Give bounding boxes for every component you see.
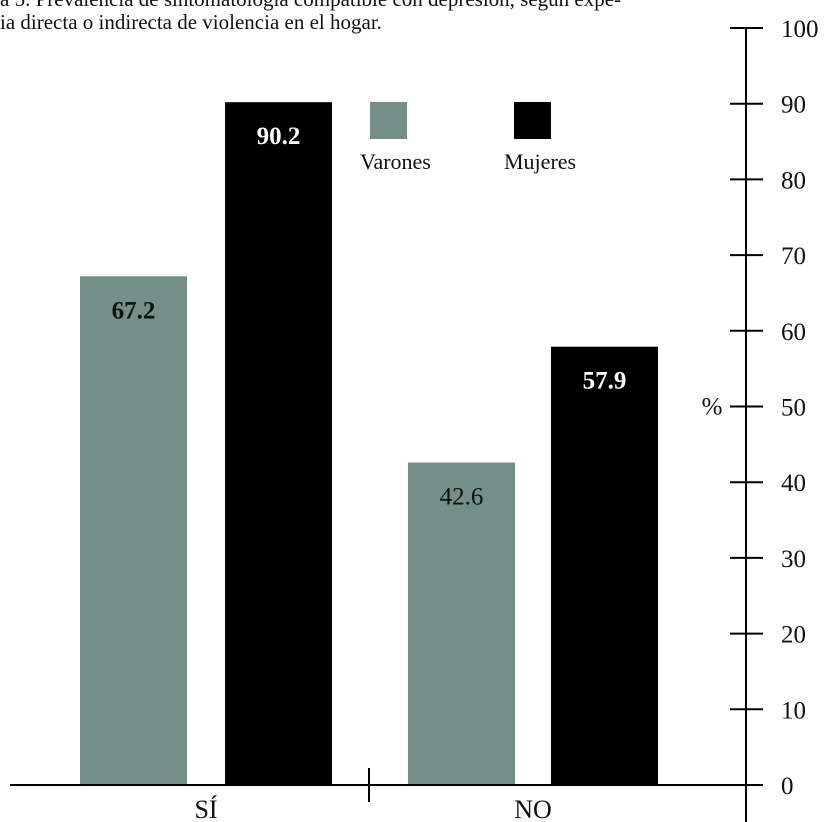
legend-swatch-mujeres [514,102,551,139]
bar-varones-no [408,462,515,785]
y-tick-label: 30 [781,546,806,573]
y-tick-label: 90 [781,92,806,119]
y-tick-label: 0 [781,773,794,800]
data-label: 42.6 [440,484,484,511]
legend-label-varones: Varones [360,149,431,174]
data-label: 57.9 [583,368,627,395]
y-tick-label: 80 [781,167,806,194]
y-axis-label: % [702,394,723,421]
y-tick-label: 100 [781,16,819,43]
y-tick-label: 60 [781,319,806,346]
y-tick-label: 10 [781,697,806,724]
data-label: 90.2 [257,123,301,150]
y-tick-label: 70 [781,243,806,270]
x-tick-label: NO [514,795,552,822]
data-label: 67.2 [112,297,156,324]
bar-mujeres-si [225,102,332,786]
bar-varones-si [80,276,187,785]
y-tick-label: 20 [781,622,806,649]
legend-label-mujeres: Mujeres [504,149,576,174]
y-tick-label: 50 [781,395,806,422]
legend-swatch-varones [370,102,407,139]
chart-title: a 5. Prevalencia de sintomatología compa… [0,0,621,34]
x-tick-label: SÍ [194,795,217,822]
bar-mujeres-no [551,346,658,785]
y-tick-label: 40 [781,470,806,497]
